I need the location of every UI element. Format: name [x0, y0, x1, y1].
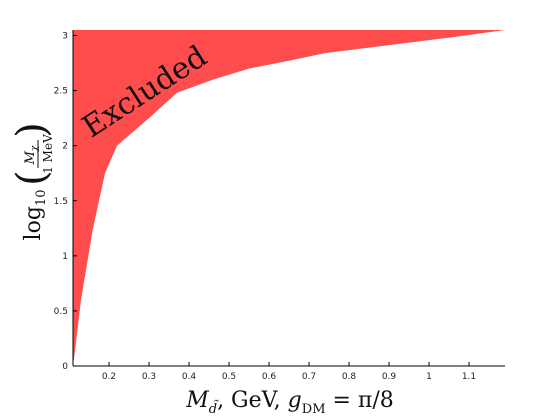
y-axis-ticks: 0 0.5 1 1.5 2 2.5 3 [54, 32, 77, 372]
x-tick-label: 0.3 [142, 372, 156, 382]
y-tick-label: 2.5 [54, 87, 68, 97]
y-tick-label: 1 [62, 252, 68, 262]
svg-text:): ) [9, 122, 55, 138]
x-axis-label: Md̃, GeV, gDM = π/8 [185, 388, 394, 417]
x-tick-label: 0.5 [222, 372, 236, 382]
y-tick-label: 1.5 [54, 197, 68, 207]
svg-text:(: ( [9, 170, 55, 186]
svg-text:Mχ: Mχ [23, 145, 40, 165]
axes [72, 30, 505, 367]
excluded-region [73, 30, 505, 361]
x-tick-label: 0.4 [182, 372, 197, 382]
y-tick-label: 0.5 [54, 307, 68, 317]
svg-text:1 MeV: 1 MeV [41, 134, 55, 174]
x-tick-label: 1 [426, 372, 432, 382]
svg-text:log10: log10 [21, 190, 49, 241]
y-tick-label: 3 [62, 32, 68, 42]
y-tick-label: 0 [62, 362, 68, 372]
x-tick-label: 0.7 [302, 372, 316, 382]
plot-area [73, 30, 505, 361]
x-tick-label: 0.6 [262, 372, 277, 382]
x-tick-label: 0.9 [382, 372, 397, 382]
y-axis-label: log10 ( Mχ 1 MeV ) [9, 122, 55, 240]
x-tick-label: 1.1 [462, 372, 476, 382]
x-tick-label: 0.2 [102, 372, 116, 382]
x-axis-ticks: 0.2 0.3 0.4 0.5 0.6 0.7 0.8 0.9 1 1.1 [102, 362, 476, 382]
x-tick-label: 0.8 [342, 372, 357, 382]
y-tick-label: 2 [62, 142, 68, 152]
